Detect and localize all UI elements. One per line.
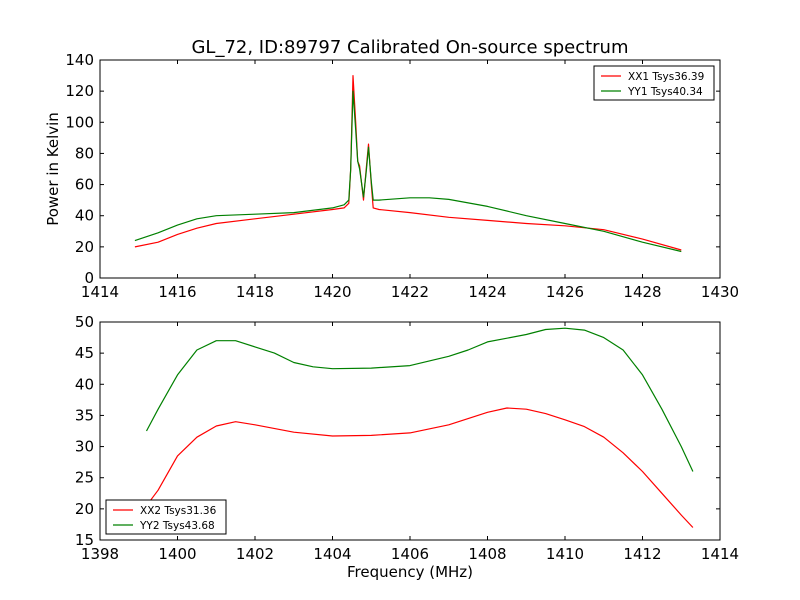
y-tick-label: 30 [75,438,94,456]
legend-label: XX1 Tsys36.39 [628,71,704,83]
x-tick-label: 1410 [546,545,584,563]
y-tick-label: 20 [75,500,94,518]
legend-box [105,499,227,535]
y-tick-label: 120 [65,82,94,100]
legend-label: XX2 Tsys31.36 [140,505,217,517]
x-tick-label: 1414 [701,545,739,563]
legend-label: YY1 Tsys40.34 [627,86,703,98]
x-tick-label: 1398 [81,545,119,563]
y-tick-label: 140 [65,51,94,69]
y-tick-label: 40 [75,207,94,225]
series-line-1 [134,74,682,251]
x-tick-label: 1416 [158,283,196,301]
x-tick-label: 1402 [236,545,274,563]
x-tick-label: 1404 [313,545,351,563]
series-line-2 [134,90,682,253]
y-tick-label: 45 [75,344,94,362]
x-tick-label: 1420 [313,283,351,301]
y-tick-label: 100 [65,113,94,131]
y-tick-label: 20 [75,238,94,256]
legend: XX2 Tsys31.36 YY2 Tsys43.68 [105,499,227,535]
x-tick-label: 1422 [391,283,429,301]
x-tick-label: 1428 [623,283,661,301]
y-tick-label: 80 [75,144,94,162]
legend: XX1 Tsys36.39 YY1 Tsys40.34 [593,65,715,101]
x-tick-label: 1414 [81,283,119,301]
y-tick-label: 15 [75,531,94,549]
subplot-1: 1414 1416 1418 1420 1422 1424 1426 1428 1430 0 20 4… [65,51,739,301]
series-line-1 [146,407,694,528]
y-tick-label: 0 [84,269,94,287]
y-axis-label: Power in Kelvin [44,112,62,226]
y-tick-label: 60 [75,176,94,194]
x-tick-label: 1426 [546,283,584,301]
x-tick-label: 1412 [623,545,661,563]
x-tick-label: 1418 [236,283,274,301]
x-tick-label: 1400 [158,545,196,563]
x-axis-label: Frequency (MHz) [347,563,473,581]
y-tick-label: 35 [75,406,94,424]
chart-title: GL_72, ID:89797 Calibrated On-source spe… [191,37,628,58]
x-tick-label: 1406 [391,545,429,563]
legend-box [593,65,715,101]
subplot-2: 1398 1400 1402 1404 1406 1408 1410 1412 1414 15 20… [75,313,739,563]
x-tick-label: 1424 [468,283,506,301]
series-line-2 [145,327,694,472]
x-tick-label: 1430 [701,283,739,301]
x-tick-label: 1408 [468,545,506,563]
y-tick-label: 25 [75,469,94,487]
y-tick-label: 40 [75,375,94,393]
legend-label: YY2 Tsys43.68 [139,520,215,532]
y-tick-label: 50 [75,313,94,331]
